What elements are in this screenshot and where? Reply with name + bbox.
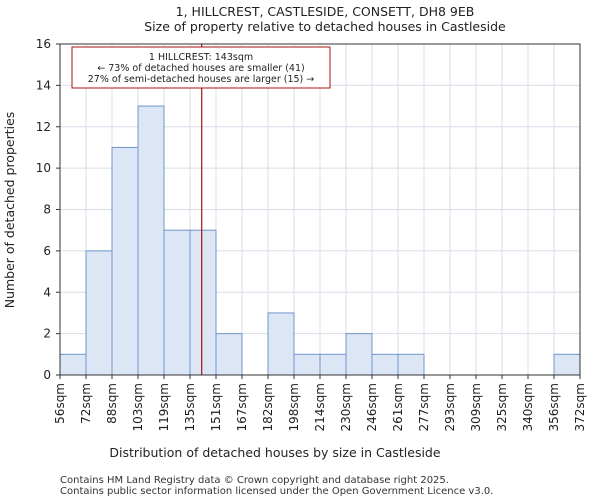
x-tick-label: 214sqm: [313, 383, 327, 431]
bar-151sqm: [215, 333, 243, 376]
bar-182sqm: [267, 312, 295, 376]
x-axis-label: Distribution of detached houses by size …: [109, 445, 440, 460]
y-tick-label: 4: [43, 285, 51, 299]
x-tick-label: 72sqm: [79, 383, 93, 424]
bar-246sqm: [371, 353, 399, 376]
y-tick-label: 16: [36, 37, 51, 51]
bar-119sqm: [163, 229, 191, 376]
x-axis-ticks: 56sqm 72sqm 88sqm 103sqm 119sqm 135sqm 151sqm 1…: [53, 375, 587, 431]
bar-356sqm: [553, 353, 581, 376]
y-tick-label: 2: [43, 327, 51, 341]
x-tick-label: 56sqm: [53, 383, 67, 424]
y-tick-label: 10: [36, 161, 51, 175]
bar-88sqm: [111, 146, 139, 376]
x-tick-label: 230sqm: [339, 383, 353, 431]
annotation-frame: [71, 46, 331, 89]
bar-230sqm: [345, 333, 373, 376]
x-tick-label: 293sqm: [443, 383, 457, 431]
chart-title: 1, HILLCREST, CASTLESIDE, CONSETT, DH8 9…: [176, 4, 475, 19]
x-tick-label: 182sqm: [261, 383, 275, 431]
footer-line-2: Contains public sector information licen…: [60, 486, 493, 497]
x-tick-label: 325sqm: [495, 383, 509, 431]
x-tick-label: 261sqm: [391, 383, 405, 431]
x-tick-label: 88sqm: [105, 383, 119, 424]
x-tick-label: 103sqm: [131, 383, 145, 431]
y-tick-label: 12: [36, 120, 51, 134]
y-tick-label: 6: [43, 244, 51, 258]
y-axis-label: Number of detached properties: [2, 112, 17, 309]
x-tick-label: 119sqm: [157, 383, 171, 431]
annotation-line-3: 27% of semi-detached houses are larger (…: [88, 74, 315, 85]
x-tick-label: 198sqm: [287, 383, 301, 431]
bar-135sqm: [189, 229, 217, 376]
y-tick-label: 0: [43, 368, 51, 382]
chart-subtitle: Size of property relative to detached ho…: [144, 19, 506, 34]
bar-103sqm: [137, 105, 165, 376]
x-tick-label: 309sqm: [469, 383, 483, 431]
x-tick-label: 372sqm: [573, 383, 587, 431]
footer-line-1: Contains HM Land Registry data © Crown c…: [60, 475, 449, 486]
bars: [59, 105, 581, 376]
bar-72sqm: [85, 250, 113, 376]
x-tick-label: 246sqm: [365, 383, 379, 431]
x-tick-label: 356sqm: [547, 383, 561, 431]
x-tick-label: 167sqm: [235, 383, 249, 431]
annotation-box: 1 HILLCREST: 143sqm ← 73% of detached ho…: [71, 46, 331, 89]
bar-261sqm: [397, 353, 425, 376]
x-tick-label: 277sqm: [417, 383, 431, 431]
y-tick-label: 14: [36, 78, 51, 92]
x-tick-label: 340sqm: [521, 383, 535, 431]
annotation-line-1: 1 HILLCREST: 143sqm: [149, 52, 253, 63]
x-tick-label: 135sqm: [183, 383, 197, 431]
bar-198sqm: [293, 353, 321, 376]
y-tick-label: 8: [43, 203, 51, 217]
annotation-line-2: ← 73% of detached houses are smaller (41…: [97, 63, 304, 74]
bar-56sqm: [59, 353, 87, 376]
x-tick-label: 151sqm: [209, 383, 223, 431]
y-axis-ticks: 0 2 4 6 8 10 12 14 16: [36, 37, 60, 382]
bar-214sqm: [319, 353, 347, 376]
